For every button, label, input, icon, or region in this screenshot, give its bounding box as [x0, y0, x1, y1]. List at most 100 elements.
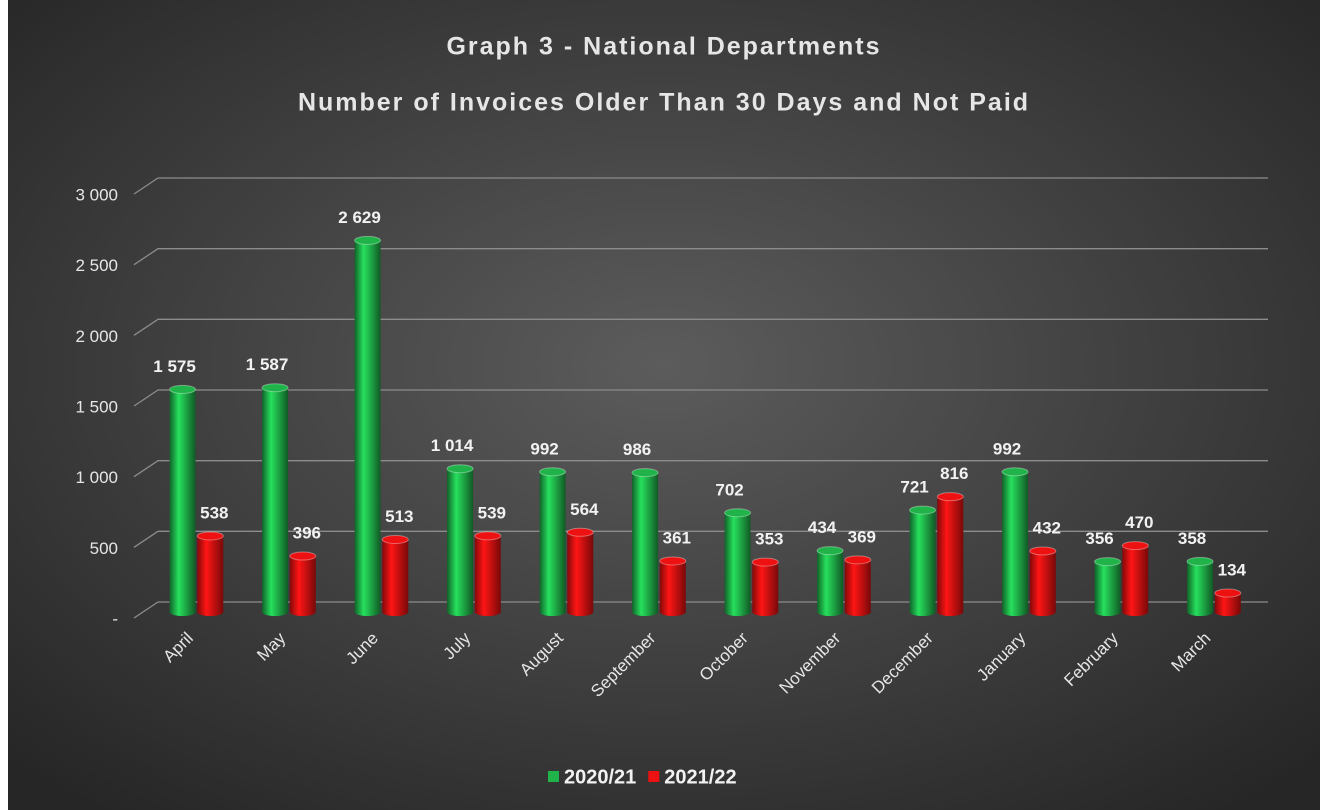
data-label: 816: [940, 464, 968, 483]
bar-top: [169, 384, 197, 394]
bar-body: [724, 512, 751, 612]
bar: [1094, 557, 1122, 616]
bar-base: [289, 608, 316, 616]
bar: [1121, 541, 1149, 616]
bar-body: [1187, 561, 1214, 612]
grid-line: [133, 601, 1268, 619]
grid-line: [133, 460, 1268, 478]
bar-top: [909, 505, 937, 515]
legend-marker: [648, 771, 660, 782]
grid-line: [133, 177, 1268, 195]
bar-base: [382, 608, 409, 616]
legend-marker: [548, 771, 559, 782]
data-label: 396: [293, 524, 321, 543]
bar-body: [937, 496, 964, 612]
bar: [289, 551, 317, 616]
bar-body: [844, 559, 871, 612]
data-label: 361: [663, 528, 691, 547]
legend-label: 2021/22: [664, 766, 736, 788]
bar-base: [567, 608, 594, 616]
data-label: 702: [715, 480, 743, 499]
bar-base: [752, 608, 779, 616]
bar-base: [1094, 608, 1121, 616]
y-tick-label: 500: [90, 539, 118, 558]
data-label: 353: [755, 530, 783, 549]
bar-top: [474, 531, 502, 541]
bar-base: [447, 608, 474, 616]
data-label: 992: [530, 439, 558, 458]
data-label: 564: [570, 500, 599, 519]
bar-base: [539, 608, 566, 616]
data-label: 538: [200, 503, 228, 522]
grid-line: [133, 318, 1268, 336]
data-label: 358: [1178, 529, 1206, 548]
bar-base: [169, 608, 196, 616]
bar-body: [632, 472, 659, 612]
bar-body: [197, 535, 224, 612]
bar-top: [1094, 557, 1122, 567]
data-label: 986: [623, 440, 651, 459]
data-label: 1 587: [246, 355, 289, 374]
bar-body: [567, 532, 594, 612]
bar: [1029, 546, 1057, 616]
bar: [631, 468, 659, 616]
bar-base: [1187, 608, 1214, 616]
bar-top: [724, 508, 752, 518]
bar-base: [1002, 608, 1029, 616]
bar-top: [196, 531, 224, 541]
bar-base: [659, 608, 686, 616]
bar-body: [289, 556, 316, 612]
bar-base: [937, 608, 964, 616]
bar-base: [354, 608, 381, 616]
bar-body: [262, 387, 289, 612]
bar: [261, 383, 289, 616]
bar-top: [354, 235, 382, 245]
data-label: 470: [1125, 513, 1153, 532]
bar-body: [474, 535, 501, 612]
bar: [196, 531, 224, 616]
data-label: 134: [1218, 561, 1247, 580]
grid-line: [133, 530, 1268, 548]
bar: [844, 555, 872, 616]
y-tick-label: 3 000: [75, 185, 118, 204]
bar-body: [909, 510, 936, 612]
bar: [1186, 556, 1214, 616]
bar-top: [446, 464, 474, 474]
data-label: 992: [993, 439, 1021, 458]
bar-base: [724, 608, 751, 616]
bar-top: [844, 555, 872, 565]
bar-top: [659, 556, 687, 566]
bar: [446, 464, 474, 616]
bar-body: [752, 562, 779, 612]
bar: [724, 508, 752, 616]
data-label: 356: [1085, 529, 1113, 548]
data-label: 432: [1033, 518, 1061, 537]
y-tick-label: -: [112, 609, 118, 628]
bar: [354, 235, 382, 616]
bar: [474, 531, 502, 616]
grid-line: [133, 389, 1268, 407]
y-tick-label: 2 500: [75, 256, 118, 275]
bar-top: [751, 557, 779, 567]
bar-top: [936, 492, 964, 502]
data-label: 513: [385, 507, 413, 526]
bar-top: [816, 546, 844, 556]
data-label: 1 014: [431, 436, 474, 455]
legend-label: 2020/21: [564, 766, 636, 788]
bar-top: [261, 383, 289, 393]
data-label: 1 575: [153, 357, 196, 376]
bar-body: [447, 468, 474, 612]
data-label: 369: [848, 527, 876, 546]
bar-body: [817, 550, 844, 612]
bar-top: [566, 527, 594, 537]
bar-body: [1094, 561, 1121, 612]
data-label: 434: [808, 518, 837, 537]
bar: [909, 505, 937, 616]
bar-top: [1029, 546, 1057, 556]
bar-body: [1029, 550, 1056, 612]
bar: [1214, 588, 1242, 616]
chart-title: Graph 3 - National Departments: [446, 33, 881, 61]
chart-subtitle: Number of Invoices Older Than 30 Days an…: [298, 89, 1030, 117]
bar-top: [381, 534, 409, 544]
